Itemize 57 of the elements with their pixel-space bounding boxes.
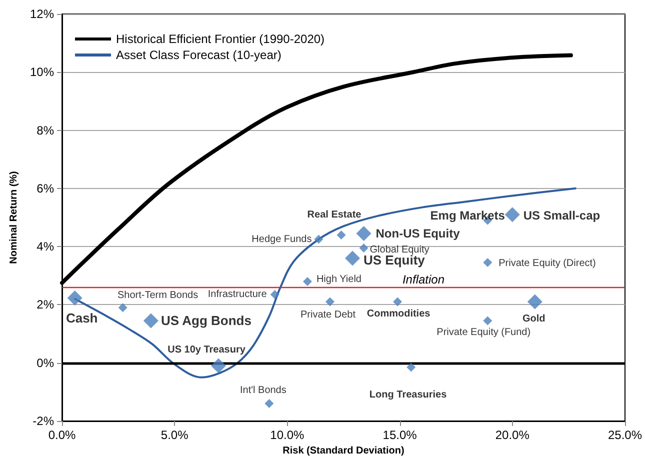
point (504, 207, 520, 222)
y-axis-title: Nominal Return (%) (8, 171, 20, 264)
legend-label: Historical Efficient Frontier (1990-2020) (116, 32, 325, 46)
annotation: Cash (66, 310, 98, 326)
annotation: Infrastructure (208, 289, 268, 300)
x-axis-title: Risk (Standard Deviation) (282, 445, 404, 456)
y-tick-label: 2% (36, 298, 54, 312)
annotation: Global Equity (370, 244, 430, 256)
y-tick-label: 12% (30, 7, 54, 21)
point (356, 226, 372, 241)
annotation: Private Debt (300, 309, 356, 320)
point (336, 230, 346, 240)
point (270, 290, 280, 300)
point (345, 250, 360, 266)
annotation: Emg Markets (430, 208, 506, 222)
annotation: Commodities (366, 308, 431, 320)
x-tick-label: 20.0% (495, 428, 530, 442)
point (314, 234, 324, 244)
x-tick-label: 10.0% (270, 428, 305, 442)
point (393, 297, 402, 306)
point (483, 316, 492, 326)
annotation: Long Treasuries (369, 390, 448, 401)
point (143, 313, 158, 328)
point (302, 276, 312, 286)
x-tick-label: 5.0% (160, 428, 189, 442)
x-tick-label: 0.0% (48, 428, 76, 442)
point (67, 290, 82, 306)
x-tick-label: 25.0% (608, 428, 642, 442)
point (527, 294, 542, 310)
annotation: US 10y Treasury (168, 344, 246, 356)
ref-line-label: Inflation (402, 272, 445, 286)
point (406, 362, 416, 372)
y-tick-label: 4% (36, 240, 54, 254)
annotation: Short-Term Bonds (118, 290, 198, 302)
y-tick-label: -2% (32, 414, 54, 428)
point (118, 303, 128, 312)
y-tick-label: 10% (30, 65, 54, 80)
y-tick-label: 0% (36, 356, 54, 370)
point (359, 244, 368, 253)
point (325, 297, 334, 306)
annotation: Private Equity (Direct) (498, 258, 596, 270)
point (264, 399, 274, 408)
annotation: Private Equity (Fund) (436, 327, 531, 338)
point (483, 258, 492, 268)
annotation: US Small-cap (523, 208, 600, 223)
x-tick-label: 15.0% (382, 428, 418, 442)
y-tick-label: 6% (36, 181, 54, 196)
annotation: Int'l Bonds (240, 385, 286, 396)
legend-label: Asset Class Forecast (10-year) (116, 48, 282, 62)
annotation: Hedge Funds (252, 234, 312, 245)
point (211, 358, 226, 374)
annotation: US Agg Bonds (160, 313, 252, 328)
annotation: Gold (522, 313, 546, 324)
y-tick-label: 8% (36, 123, 54, 138)
annotation: Non-US Equity (376, 226, 460, 240)
annotation: High Yield (316, 274, 362, 285)
annotation: Real Estate (307, 209, 362, 220)
